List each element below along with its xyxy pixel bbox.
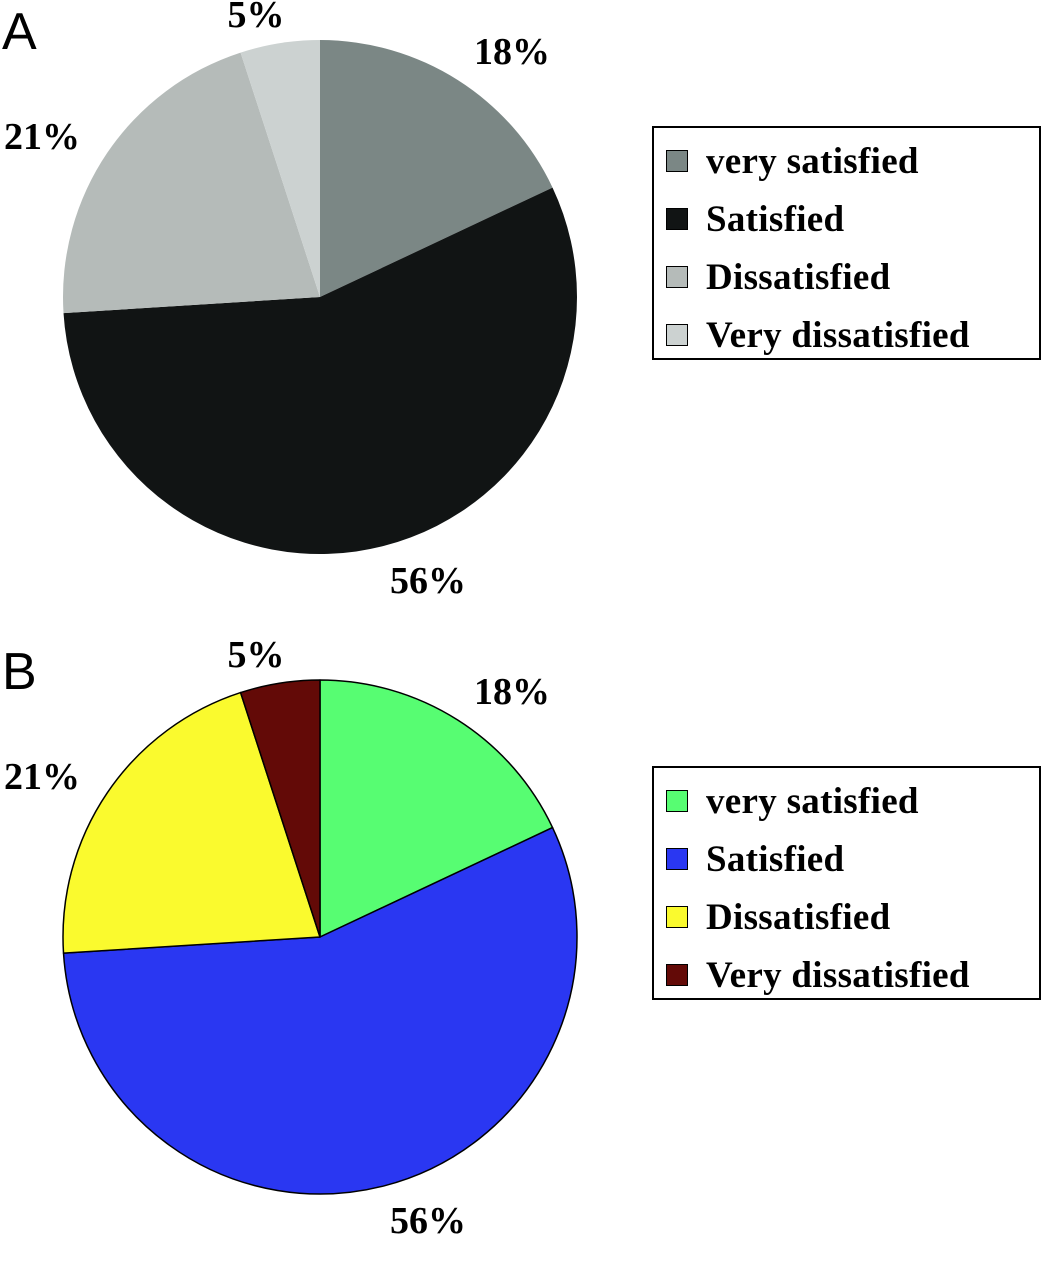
legend-a-swatch-very-dissatisfied <box>666 324 688 346</box>
pie-a-data-label-very-dissatisfied: 5% <box>228 0 285 36</box>
panel-label-a: A <box>2 3 37 61</box>
legend-b-item-dissatisfied: Dissatisfied <box>666 892 891 942</box>
legend-a-label-very-satisfied: very satisfied <box>706 140 919 182</box>
legend-b-swatch-satisfied <box>666 848 688 870</box>
pie-a-data-label-satisfied: 56% <box>390 560 466 602</box>
chart-panel-b: 18% 56% 21% 5% B very satisfied Satisfied Dis… <box>0 634 1055 1280</box>
pie-a-slice-satisfied <box>63 187 578 555</box>
pie-b-slice-very-satisfied <box>319 679 554 938</box>
pie-b-slice-satisfied <box>62 826 578 1195</box>
legend-b-item-satisfied: Satisfied <box>666 834 844 884</box>
legend-a-label-dissatisfied: Dissatisfied <box>706 256 891 298</box>
legend-b-swatch-very-dissatisfied <box>666 964 688 986</box>
legend-b: very satisfied Satisfied Dissatisfied Very … <box>652 766 1041 1000</box>
pie-a-data-label-dissatisfied: 21% <box>4 116 80 158</box>
pie-chart-b: 18% 56% 21% 5% <box>4 634 578 1242</box>
legend-a-item-very-dissatisfied: Very dissatisfied <box>666 310 970 360</box>
pie-chart-a: 18% 56% 21% 5% <box>4 0 578 602</box>
pie-a-slice-very-satisfied <box>320 40 553 297</box>
pie-a-slice-very-dissatisfied <box>240 40 320 297</box>
legend-a-swatch-dissatisfied <box>666 266 688 288</box>
legend-a-label-very-dissatisfied: Very dissatisfied <box>706 314 970 356</box>
legend-b-label-satisfied: Satisfied <box>706 838 845 880</box>
legend-a-item-dissatisfied: Dissatisfied <box>666 252 891 302</box>
pie-b-slice-very-dissatisfied <box>239 679 321 938</box>
pie-b-slice-dissatisfied <box>62 691 321 954</box>
legend-a-item-satisfied: Satisfied <box>666 194 844 244</box>
pie-a-data-label-very-satisfied: 18% <box>474 31 550 73</box>
legend-a-swatch-very-satisfied <box>666 150 688 172</box>
legend-b-swatch-dissatisfied <box>666 906 688 928</box>
legend-a-swatch-satisfied <box>666 208 688 230</box>
legend-a: very satisfied Satisfied Dissatisfied Very … <box>652 126 1041 360</box>
legend-b-label-dissatisfied: Dissatisfied <box>706 896 891 938</box>
pie-b-data-label-dissatisfied: 21% <box>4 756 80 798</box>
pie-b-data-label-very-satisfied: 18% <box>474 671 550 713</box>
legend-b-item-very-satisfied: very satisfied <box>666 776 919 826</box>
legend-a-item-very-satisfied: very satisfied <box>666 136 919 186</box>
legend-b-label-very-satisfied: very satisfied <box>706 780 919 822</box>
chart-panel-a: 18% 56% 21% 5% A very satisfied Satisfied Dis… <box>2 0 1041 602</box>
legend-a-label-satisfied: Satisfied <box>706 198 845 240</box>
pie-b-data-label-satisfied: 56% <box>390 1200 466 1242</box>
legend-b-item-very-dissatisfied: Very dissatisfied <box>666 950 970 1000</box>
panel-label-b: B <box>2 643 37 701</box>
pie-a-slice-dissatisfied <box>63 52 320 314</box>
legend-b-label-very-dissatisfied: Very dissatisfied <box>706 954 970 996</box>
pie-b-data-label-very-dissatisfied: 5% <box>228 634 285 676</box>
legend-b-swatch-very-satisfied <box>666 790 688 812</box>
